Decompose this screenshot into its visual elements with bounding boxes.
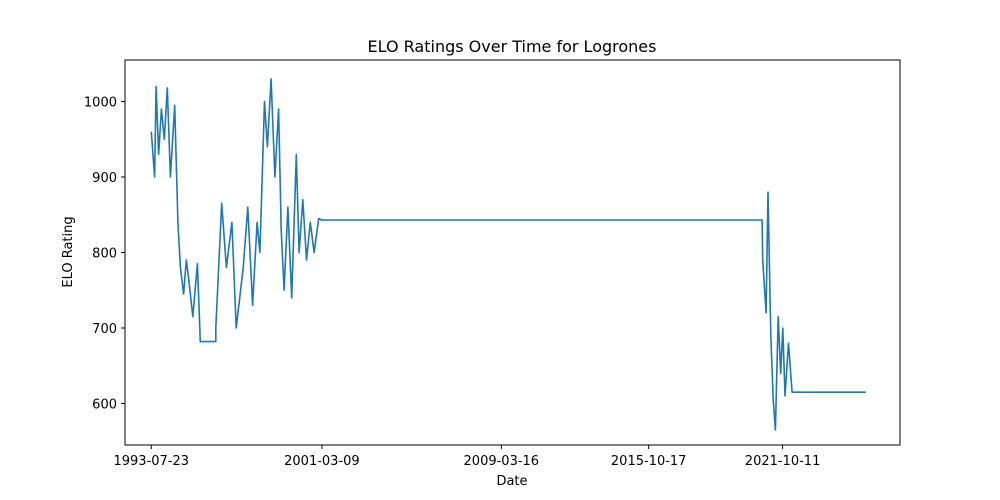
tick-layer: 1993-07-23 2001-03-09 2009-03-16 2015-10-17… (84, 96, 820, 469)
y-axis-label: ELO Rating (61, 216, 76, 287)
y-tick-label: 700 (92, 322, 117, 337)
plot-frame (124, 59, 901, 446)
x-tick-label: 1993-07-23 (113, 454, 189, 469)
x-axis-label: Date (496, 474, 527, 489)
chart-title: ELO Ratings Over Time for Logrones (368, 37, 657, 56)
x-tick-label: 2015-10-17 (611, 454, 687, 469)
x-tick-label: 2021-10-11 (745, 454, 821, 469)
x-tick-label: 2009-03-16 (464, 454, 540, 469)
y-tick-label: 800 (92, 247, 117, 262)
series-layer (150, 78, 866, 431)
elo-series-line (150, 78, 866, 431)
y-tick-label: 1000 (84, 96, 117, 111)
y-tick-label: 900 (92, 171, 117, 186)
y-tick-label: 600 (92, 397, 117, 412)
x-tick-label: 2001-03-09 (284, 454, 360, 469)
